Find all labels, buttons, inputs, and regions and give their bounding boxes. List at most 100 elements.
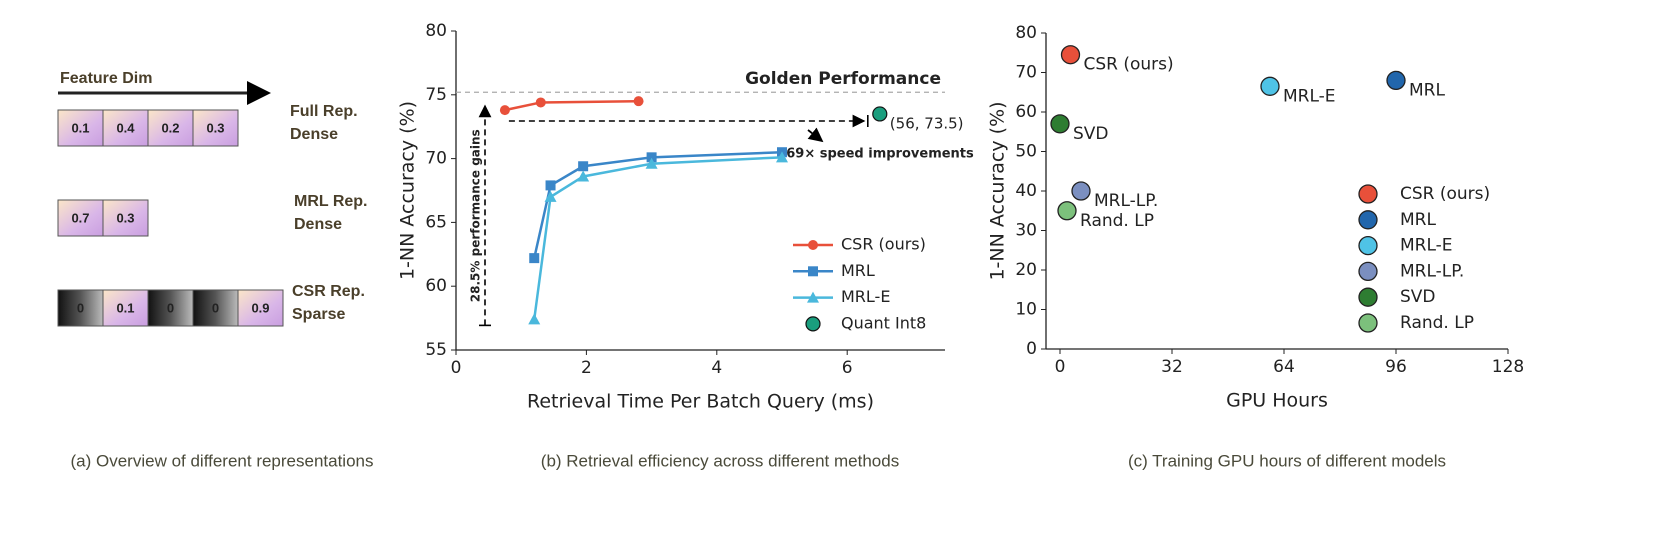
cell-value: 0.1 — [71, 120, 89, 135]
cell — [147, 109, 194, 147]
y-tick-label: 80 — [425, 21, 447, 41]
y-tick-label: 70 — [1015, 63, 1037, 83]
cell-value: 0.1 — [116, 300, 134, 315]
series-line — [533, 156, 783, 320]
y-tick-label: 20 — [1015, 260, 1037, 280]
y-tick-label: 60 — [1015, 102, 1037, 122]
marker — [646, 152, 657, 163]
x-tick-label: 0 — [1055, 357, 1066, 377]
marker — [776, 151, 788, 163]
legend-label: MRL — [1400, 210, 1436, 230]
y-tick-label: 55 — [425, 340, 447, 360]
point-label: MRL-LP. — [1094, 191, 1158, 211]
y-tick-label: 65 — [425, 212, 447, 232]
legend-marker — [1358, 235, 1378, 256]
marker — [578, 161, 589, 172]
cell-value: 0.3 — [116, 210, 134, 225]
legend-label: Quant Int8 — [841, 313, 926, 332]
y-tick-label: 50 — [1015, 142, 1037, 162]
marker — [577, 170, 590, 182]
marker — [545, 180, 556, 191]
caption: (b) Retrieval efficiency across differen… — [541, 451, 899, 470]
legend-marker — [1358, 210, 1378, 230]
legend-label: MRL-LP. — [1400, 261, 1464, 281]
legend-label: Rand. LP — [1400, 313, 1474, 333]
legend-label: MRL — [841, 261, 875, 280]
cell-value: 0 — [77, 300, 84, 315]
x-tick-label: 32 — [1161, 357, 1183, 377]
marker — [544, 190, 557, 202]
cell-value: 0.9 — [251, 300, 269, 315]
x-tick-label: 0 — [451, 358, 462, 378]
y-axis-label: 1-NN Accuracy (%) — [397, 101, 419, 280]
point-label: Rand. LP — [1080, 211, 1154, 231]
legend-label: MRL-E — [841, 287, 890, 306]
point-label: SVD — [1073, 124, 1109, 144]
cell-value: 0.2 — [161, 120, 179, 135]
legend-marker — [1358, 313, 1378, 333]
cell — [192, 289, 239, 327]
marker — [499, 105, 510, 116]
legend-marker — [1358, 184, 1378, 204]
row-label: Dense — [294, 216, 342, 233]
speed-annotation: 69× speed improvements — [786, 147, 974, 162]
feature-dim-label: Feature Dim — [60, 70, 152, 87]
y-axis-label: 1-NN Accuracy (%) — [987, 101, 1009, 280]
legend-marker — [808, 266, 818, 277]
point — [1386, 70, 1406, 91]
cell-value: 0 — [212, 300, 219, 315]
legend-marker — [1358, 261, 1378, 282]
legend-label: MRL-E — [1400, 236, 1453, 256]
cell — [102, 199, 149, 237]
cell-value: 0.3 — [206, 120, 224, 135]
y-tick-label: 75 — [425, 85, 447, 105]
cell-value: 0 — [167, 300, 174, 315]
y-tick-label: 70 — [425, 149, 447, 169]
y-tick-label: 60 — [425, 276, 447, 296]
row-label: Full Rep. — [290, 103, 358, 120]
point-label: MRL — [1409, 80, 1445, 100]
legend-marker — [807, 291, 819, 303]
marker — [529, 253, 540, 264]
legend-marker — [808, 240, 818, 250]
caption: (c) Training GPU hours of different mode… — [1128, 451, 1446, 470]
y-tick-label: 40 — [1015, 181, 1037, 201]
x-axis-label: GPU Hours — [1226, 390, 1328, 412]
cell — [147, 289, 194, 327]
row-label: CSR Rep. — [292, 283, 365, 300]
point — [1071, 181, 1091, 201]
x-tick-label: 4 — [711, 358, 722, 378]
marker — [645, 157, 658, 169]
legend-marker — [805, 316, 821, 332]
point — [1050, 114, 1070, 134]
value-label: (56, 73.5) — [890, 114, 964, 132]
y-tick-label: 0 — [1026, 339, 1037, 359]
reference-label: Golden Performance — [745, 69, 941, 89]
row-label: MRL Rep. — [294, 193, 367, 210]
cell — [237, 289, 284, 327]
cell-value: 0.7 — [71, 210, 89, 225]
marker — [528, 313, 541, 325]
y-tick-label: 10 — [1015, 300, 1037, 320]
cell-value: 0.4 — [116, 120, 135, 135]
marker — [872, 106, 888, 122]
caption: (a) Overview of different representation… — [71, 451, 374, 470]
row-label: Dense — [290, 126, 338, 143]
point — [1260, 76, 1280, 96]
series-line — [533, 150, 783, 259]
gain-annotation: 28.5% performance gains — [469, 129, 483, 302]
series-line — [504, 99, 639, 112]
x-tick-label: 6 — [842, 358, 853, 378]
x-tick-label: 128 — [1492, 357, 1524, 377]
row-label: Sparse — [292, 306, 345, 323]
y-tick-label: 80 — [1015, 23, 1037, 43]
x-tick-label: 2 — [581, 358, 592, 378]
point — [1060, 45, 1081, 65]
y-tick-label: 30 — [1015, 221, 1037, 241]
x-tick-label: 96 — [1385, 357, 1407, 377]
legend-marker — [1358, 287, 1378, 307]
cell — [192, 109, 239, 147]
point — [1057, 201, 1077, 221]
legend-label: CSR (ours) — [1400, 184, 1490, 204]
